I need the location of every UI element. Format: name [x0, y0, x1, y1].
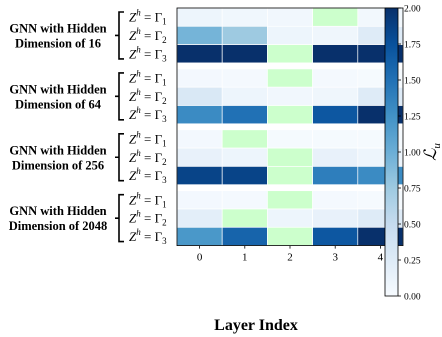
heatmap-cell	[267, 226, 313, 246]
heatmap-cell	[267, 86, 313, 106]
heatmap-cell	[312, 190, 359, 210]
heatmap-cell	[176, 86, 223, 106]
colorbar-tick-label: 0.25	[404, 257, 421, 267]
group-title-line1: GNN with Hidden	[9, 204, 106, 218]
heatmap-cell	[267, 190, 313, 210]
heatmap-cell	[312, 147, 359, 167]
row-label: Zh = Γ1	[129, 190, 167, 209]
heatmap-cell	[221, 86, 268, 106]
heatmap-cell	[312, 25, 359, 45]
x-tick-label: 4	[378, 252, 384, 264]
heatmap-cell	[221, 7, 268, 27]
heatmap-cell	[176, 208, 223, 228]
colorbar-gradient	[384, 7, 399, 297]
heatmap-cell	[267, 166, 313, 186]
heatmap-cell	[267, 7, 313, 27]
heatmap-cell	[267, 68, 313, 88]
group-title-line2: Dimension of 16	[15, 36, 101, 50]
heatmap-cell	[312, 68, 359, 88]
colorbar-tick-label: 0.50	[404, 221, 421, 231]
heatmap-cell	[176, 226, 223, 246]
heatmap-cell	[312, 7, 359, 27]
heatmap-cell	[267, 105, 313, 125]
heatmap-cell	[221, 44, 268, 64]
colorbar-tick-label: 2.00	[404, 5, 421, 15]
heatmap-cell	[176, 147, 223, 167]
colorbar-tick-label: 1.25	[404, 113, 421, 123]
row-label: Zh = Γ2	[129, 26, 167, 45]
group-title-line1: GNN with Hidden	[9, 21, 106, 35]
row-label: Zh = Γ3	[129, 166, 167, 185]
heatmap-cell	[221, 166, 268, 186]
heatmap-cell	[176, 129, 223, 149]
heatmap-cell	[267, 25, 313, 45]
group-title-line1: GNN with Hidden	[9, 82, 106, 96]
heatmap-cell	[312, 166, 359, 186]
heatmap-cell	[221, 208, 268, 228]
group-title-line2: Dimension of 2048	[9, 219, 108, 233]
heatmap-cells	[176, 7, 404, 247]
row-label: Zh = Γ3	[129, 105, 167, 124]
heatmap-cell	[176, 105, 223, 125]
row-label: Zh = Γ1	[129, 69, 167, 88]
group-title-line2: Dimension of 64	[15, 97, 102, 111]
colorbar-tick-label: 1.50	[404, 77, 421, 87]
row-label: Zh = Γ3	[129, 227, 167, 246]
row-label: Zh = Γ2	[129, 209, 167, 228]
heatmap-cell	[312, 208, 359, 228]
heatmap-cell	[312, 105, 359, 125]
x-tick-label: 0	[197, 252, 203, 264]
colorbar-tick-label: 1.75	[404, 41, 421, 51]
group-title-line2: Dimension of 256	[12, 158, 104, 172]
x-tick-label: 3	[332, 252, 338, 264]
x-tick-label: 1	[242, 252, 248, 264]
heatmap-cell	[267, 129, 313, 149]
heatmap-cell	[221, 190, 268, 210]
row-label: Zh = Γ1	[129, 129, 167, 148]
heatmap-cell	[312, 44, 359, 64]
heatmap-cell	[176, 190, 223, 210]
heatmap-cell	[176, 7, 223, 27]
group-bracket	[115, 72, 124, 121]
heatmap-cell	[312, 226, 359, 246]
heatmap-cell	[176, 25, 223, 45]
x-axis: Layer Index 0 1 2 3 4	[197, 245, 384, 334]
row-label: Zh = Γ2	[129, 148, 167, 167]
heatmap-cell	[267, 147, 313, 167]
heatmap-cell	[176, 68, 223, 88]
group-title-line1: GNN with Hidden	[9, 143, 106, 157]
heatmap-cell	[267, 208, 313, 228]
heatmap-cell	[312, 86, 359, 106]
row-label: Zh = Γ2	[129, 87, 167, 106]
heatmap-cell	[221, 68, 268, 88]
heatmap-cell	[221, 226, 268, 246]
x-tick-label: 2	[287, 252, 293, 264]
heatmap-cell	[176, 166, 223, 186]
heatmap-cell	[176, 44, 223, 64]
x-axis-label: Layer Index	[214, 317, 298, 334]
row-label: Zh = Γ3	[129, 44, 167, 63]
heatmap-cell	[221, 105, 268, 125]
heatmap-cell	[221, 25, 268, 45]
colorbar-label: ℒu	[421, 143, 442, 161]
colorbar: 0.00 0.25 0.50 0.75 1.00 1.25 1.50 1.75 2.00 ℒu	[384, 5, 442, 303]
group-bracket	[115, 133, 124, 182]
heatmap-cell	[221, 129, 268, 149]
heatmap-cell	[221, 147, 268, 167]
group-bracket	[115, 11, 124, 60]
group-bracket	[115, 193, 124, 243]
row-label: Zh = Γ1	[129, 8, 167, 27]
heatmap-cell	[312, 129, 359, 149]
colorbar-tick-label: 1.00	[404, 149, 421, 159]
heatmap-cell	[267, 44, 313, 64]
colorbar-tick-label: 0.00	[404, 293, 421, 303]
colorbar-tick-label: 0.75	[404, 185, 421, 195]
